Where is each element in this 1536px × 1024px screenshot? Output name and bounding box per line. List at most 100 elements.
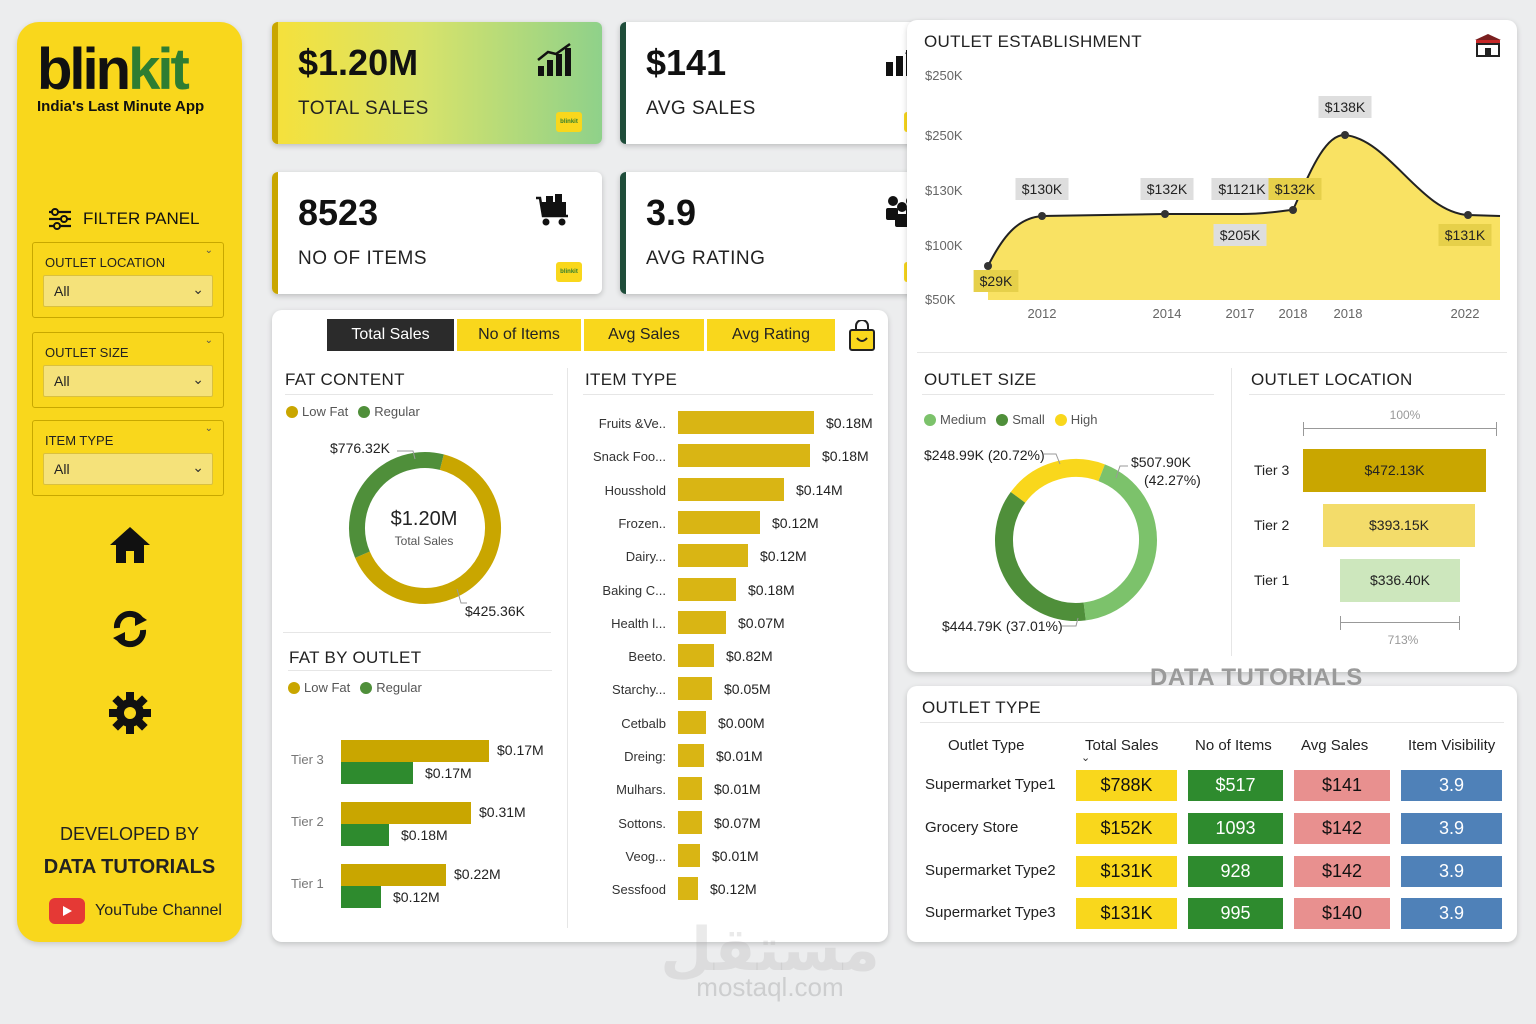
bar-data-label: $0.17M bbox=[425, 765, 472, 781]
item-type-dropdown[interactable]: All ⌄ bbox=[43, 453, 213, 485]
outlet-location-bottom-label: 713% bbox=[1387, 633, 1419, 647]
column-header-no-of-items[interactable]: No of Items bbox=[1195, 737, 1272, 754]
legend-swatch bbox=[358, 405, 371, 418]
data-label-box bbox=[973, 270, 1019, 292]
fat-by-outlet-chart: Tier 3 $0.17M $0.17M Tier 2 $0.31M $0.18M Tier… bbox=[280, 730, 560, 920]
bar-category-label: Cetbalb bbox=[621, 715, 666, 731]
kpi-label: TOTAL SALES bbox=[298, 98, 429, 119]
cell-no-of-items: 928 bbox=[1188, 856, 1283, 887]
tab-avg-sales[interactable]: Avg Sales bbox=[584, 319, 704, 351]
store-icon bbox=[1475, 34, 1501, 57]
row-outlet-type: Supermarket Type3 bbox=[925, 904, 1056, 921]
bar-category-label: Tier 2 bbox=[1254, 517, 1290, 533]
legend-label: Low Fat bbox=[304, 680, 351, 695]
blinkit-mini-logo: blinkit bbox=[556, 112, 582, 132]
bar-category-label: Snack Foo... bbox=[593, 449, 666, 465]
slicer-label: OUTLET LOCATION bbox=[45, 255, 166, 270]
brand-tagline: India's Last Minute App bbox=[37, 98, 205, 115]
bar-low-fat bbox=[341, 864, 446, 886]
chevron-down-icon[interactable]: ⌄ bbox=[204, 335, 213, 346]
outlet-location-dropdown[interactable]: All ⌄ bbox=[43, 275, 213, 307]
tab-no-of-items[interactable]: No of Items bbox=[457, 319, 581, 351]
outlet-size-label-medium-pct: (42.27%) bbox=[1144, 472, 1201, 488]
tab-total-sales[interactable]: Total Sales bbox=[327, 319, 454, 351]
column-header-item-visibility[interactable]: Item Visibility bbox=[1408, 737, 1496, 754]
legend-label: Low Fat bbox=[302, 404, 349, 419]
divider bbox=[567, 368, 568, 928]
slicer-label: ITEM TYPE bbox=[45, 433, 114, 448]
y-tick-label: $100K bbox=[925, 238, 963, 253]
x-tick-label: 2014 bbox=[1153, 306, 1182, 321]
bar-category-label: Housshold bbox=[604, 482, 666, 498]
cart-icon bbox=[536, 194, 568, 226]
item-type-bar bbox=[678, 477, 784, 501]
bar-category-label: Tier 1 bbox=[291, 876, 324, 891]
donut-slice-small bbox=[995, 492, 1086, 621]
bar-category-label: Baking C... bbox=[602, 582, 666, 598]
bar-data-label: $393.15K bbox=[1369, 517, 1429, 533]
item-type-bar bbox=[678, 677, 712, 701]
legend-swatch bbox=[1054, 413, 1067, 426]
cell-total-sales: $131K bbox=[1076, 856, 1177, 887]
bar-category-label: Tier 2 bbox=[291, 814, 324, 829]
outlet-size-dropdown[interactable]: All ⌄ bbox=[43, 365, 213, 397]
outlet-establishment-chart: $250K $250K $130K $100K $50K 2012 2014 2017 2018… bbox=[925, 68, 1501, 321]
outlet-size-label-medium: $507.90K bbox=[1131, 454, 1191, 470]
row-outlet-type: Supermarket Type1 bbox=[925, 776, 1056, 793]
bar-data-label: $0.12M bbox=[772, 514, 819, 531]
row-outlet-type: Grocery Store bbox=[925, 819, 1019, 836]
slicer-outlet-size: OUTLET SIZE ⌄ All ⌄ bbox=[32, 332, 224, 408]
item-type-bar bbox=[678, 411, 814, 434]
bar-category-label: Tier 3 bbox=[291, 752, 324, 767]
bar-low-fat bbox=[341, 740, 489, 762]
item-type-bar bbox=[678, 444, 810, 468]
legend-label: Medium bbox=[940, 412, 987, 427]
cell-avg-sales: $142 bbox=[1294, 813, 1390, 844]
column-header-total-sales[interactable]: Total Sales bbox=[1085, 737, 1159, 754]
settings-icon[interactable] bbox=[107, 690, 153, 736]
data-label-box bbox=[1438, 224, 1492, 246]
watermark-logo: مستقل bbox=[660, 916, 880, 983]
column-header-avg-sales[interactable]: Avg Sales bbox=[1301, 737, 1369, 754]
bar-data-label: $0.01M bbox=[712, 847, 759, 864]
cell-avg-sales: $141 bbox=[1294, 770, 1390, 801]
axis-bracket bbox=[1340, 616, 1341, 630]
axis-bracket bbox=[1340, 622, 1460, 623]
home-icon[interactable] bbox=[107, 522, 153, 568]
bar-data-label: $0.17M bbox=[497, 742, 544, 758]
bar-data-label: $0.00M bbox=[718, 714, 765, 731]
bar-data-label: $336.40K bbox=[1370, 572, 1430, 588]
blinkit-mini-logo: blinkit bbox=[556, 262, 582, 282]
chevron-down-icon: ⌄ bbox=[192, 371, 204, 387]
kpi-avg-rating: 3.9 AVG RATING blinkit bbox=[620, 172, 950, 294]
outlet-type-title: OUTLET TYPE bbox=[922, 698, 1041, 717]
bar-data-label: $0.01M bbox=[714, 781, 761, 798]
column-header-outlet-type[interactable]: Outlet Type bbox=[948, 737, 1025, 754]
data-point bbox=[1341, 131, 1349, 139]
outlet-size-label-small: $444.79K (37.01%) bbox=[942, 618, 1063, 634]
chevron-down-icon: ⌄ bbox=[192, 281, 204, 297]
youtube-link[interactable]: YouTube Channel bbox=[49, 898, 222, 924]
axis-bracket bbox=[1303, 422, 1304, 436]
filter-panel-label: FILTER PANEL bbox=[83, 209, 200, 228]
developed-by-label: DEVELOPED BY bbox=[59, 824, 200, 844]
chevron-down-icon[interactable]: ⌄ bbox=[204, 245, 213, 256]
bar-category-label: Dreing: bbox=[624, 749, 666, 764]
legend-label: Regular bbox=[374, 404, 420, 419]
divider bbox=[288, 670, 552, 671]
bar-chart-icon bbox=[537, 42, 571, 76]
chevron-down-icon[interactable]: ⌄ bbox=[204, 423, 213, 434]
y-tick-label: $250K bbox=[925, 68, 963, 83]
kpi-no-of-items: 8523 NO OF ITEMS blinkit bbox=[272, 172, 602, 294]
data-point bbox=[1289, 206, 1297, 214]
watermark-site: mostaql.com bbox=[696, 972, 844, 1002]
divider bbox=[1249, 394, 1505, 395]
refresh-icon[interactable] bbox=[107, 606, 153, 652]
data-label-box bbox=[1318, 96, 1372, 118]
sort-arrow-icon[interactable]: ⌄ bbox=[1081, 752, 1091, 764]
tab-avg-rating[interactable]: Avg Rating bbox=[707, 319, 835, 351]
cell-item-visibility: 3.9 bbox=[1401, 856, 1502, 887]
kpi-accent bbox=[620, 22, 626, 144]
shopping-bag-icon[interactable] bbox=[847, 320, 877, 352]
data-label: $1121K bbox=[1218, 181, 1266, 197]
